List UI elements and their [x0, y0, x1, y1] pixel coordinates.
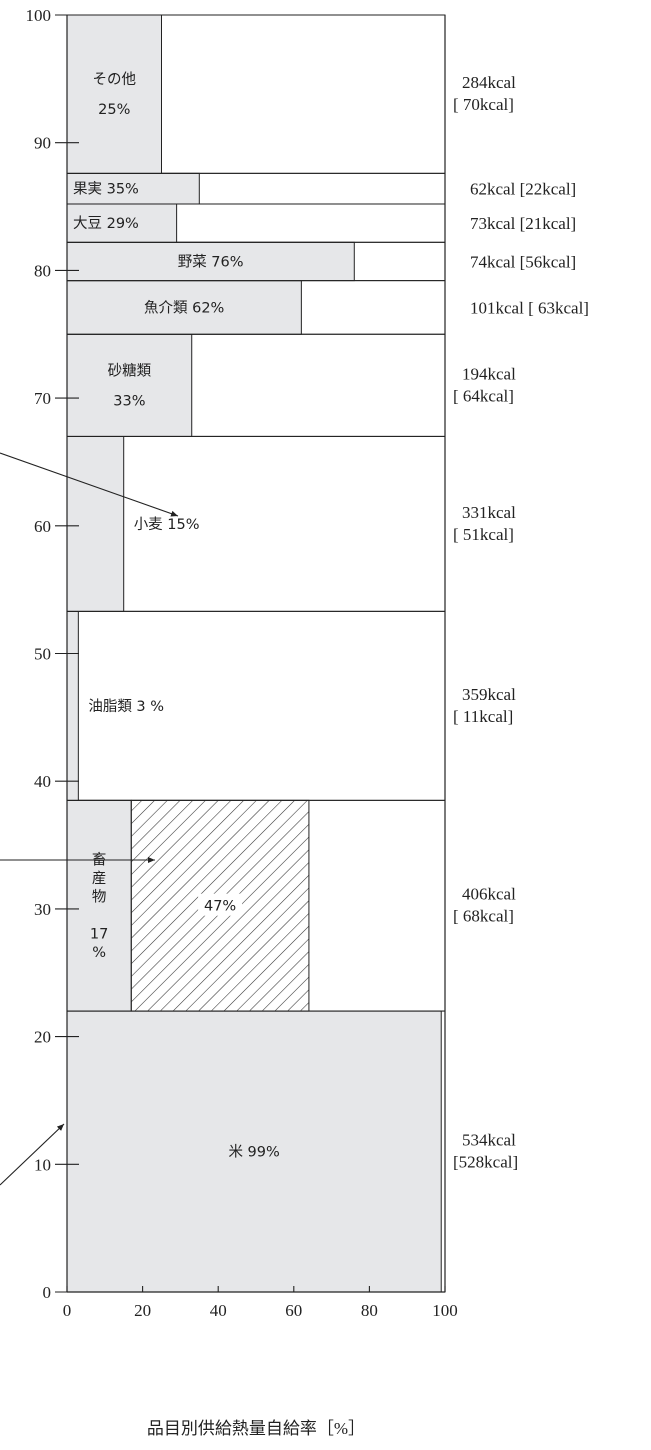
plot-area [66, 14, 446, 1293]
soybeans-kcal: 73kcal [21kcal] [470, 214, 576, 233]
wheat-kcal: 331kcal [462, 503, 516, 522]
annotation-arrows [0, 452, 179, 1186]
sugar-kcal-domestic: [ 64kcal] [453, 386, 514, 405]
x-axis-title: 品目別供給熱量自給率［%］ [147, 1419, 365, 1438]
rice-label: 米 99% [228, 1144, 279, 1161]
wheat-kcal-domestic: [ 51kcal] [453, 525, 514, 544]
other-kcal: 284kcal [462, 73, 516, 92]
rice-kcal: 534kcal [462, 1131, 516, 1150]
x-tick-label: 20 [134, 1301, 151, 1320]
y-tick-label: 40 [34, 772, 51, 791]
sugar-bar [66, 333, 193, 437]
y-tick-label: 70 [34, 389, 51, 408]
vegetables-bar [66, 241, 355, 282]
y-tick-label: 60 [34, 517, 51, 536]
arrow-rice [0, 1123, 65, 1186]
y-tick-label: 90 [34, 134, 51, 153]
livestock-label: 17 [90, 926, 108, 942]
sugar-label: 33% [113, 393, 145, 409]
fish-kcal: 101kcal [ 63kcal] [470, 298, 589, 317]
livestock-kcal: 406kcal [462, 885, 516, 904]
y-tick-label: 100 [26, 6, 52, 25]
axes: 0 10 20 30 40 50 60 70 80 90 100 0 20 40 60 80 100 [26, 6, 458, 1320]
oils-label: 油脂類 3 % [88, 698, 164, 715]
fruits-label: 果実 35% [73, 181, 139, 198]
y-tick-label: 0 [43, 1283, 52, 1302]
oils-kcal: 359kcal [462, 685, 516, 704]
y-tick-label: 80 [34, 261, 51, 280]
livestock-hatched-label: 47% [204, 899, 236, 915]
vegetables-kcal: 74kcal [56kcal] [470, 252, 576, 271]
livestock-label: 物 [92, 888, 107, 905]
other-bar [66, 14, 162, 174]
livestock-bar [66, 799, 132, 1012]
livestock-kcal-domestic: [ 68kcal] [453, 907, 514, 926]
oils-kcal-domestic: [ 11kcal] [453, 707, 513, 726]
y-tick-label: 30 [34, 900, 51, 919]
x-tick-label: 40 [210, 1301, 227, 1320]
soybeans-label: 大豆 29% [73, 215, 139, 232]
fish-bar [66, 280, 302, 335]
oils-bar [66, 610, 79, 801]
arrow-wheat [0, 452, 179, 517]
livestock-hatched-label-bg [198, 893, 243, 916]
vegetables-label: 野菜 76% [178, 253, 244, 270]
livestock-label: % [92, 945, 106, 961]
y-tick-label: 20 [34, 1028, 51, 1047]
other-label: その他 [93, 71, 137, 88]
other-label: 25% [98, 102, 130, 118]
fish-label: 魚介類 62% [144, 299, 224, 316]
x-tick-label: 60 [285, 1301, 302, 1320]
x-tick-label: 100 [432, 1301, 458, 1320]
livestock-label: 産 [92, 870, 107, 887]
x-tick-label: 80 [361, 1301, 378, 1320]
other-kcal-domestic: [ 70kcal] [453, 95, 514, 114]
wheat-bar [66, 435, 125, 612]
y-tick-label: 50 [34, 645, 51, 664]
fruits-kcal: 62kcal [22kcal] [470, 180, 576, 199]
sugar-label: 砂糖類 [108, 362, 152, 379]
fruits-bar [66, 172, 200, 205]
y-tick-label: 10 [34, 1155, 51, 1174]
x-tick-label: 0 [63, 1301, 72, 1320]
kcal-labels: 534kcal [528kcal] 406kcal [ 68kcal] 359kcal [… [453, 73, 589, 1171]
rice-bar [66, 1010, 442, 1293]
sugar-kcal: 194kcal [462, 364, 516, 383]
wheat-label: 小麦 15% [134, 516, 200, 533]
rice-kcal-domestic: [528kcal] [453, 1153, 518, 1172]
